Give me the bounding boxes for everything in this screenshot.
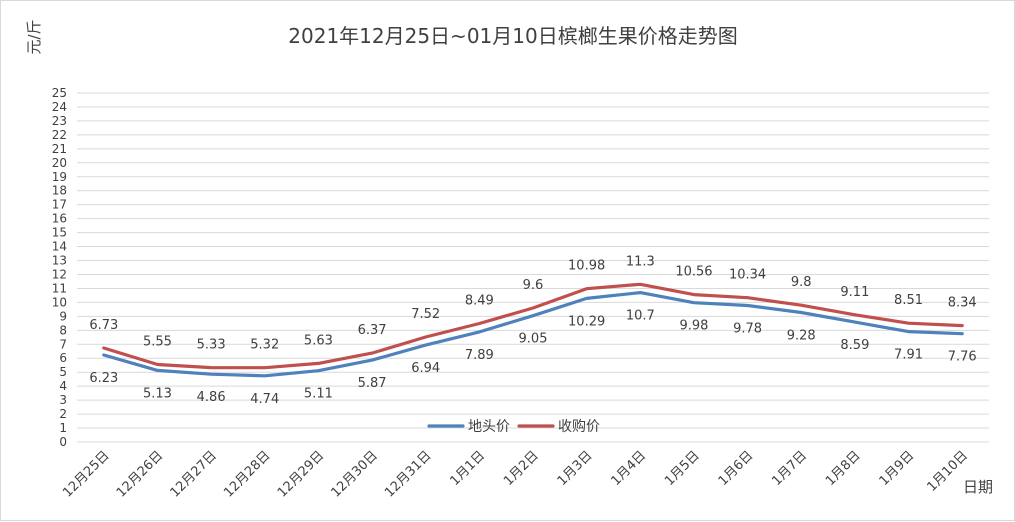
data-label-s1-1: 5.55 [143, 335, 172, 350]
x-tick-label-7: 1月1日 [447, 448, 488, 489]
data-label-s0-7: 7.89 [465, 348, 494, 363]
series-lines [102, 282, 964, 378]
x-tick-label-0: 12月25日 [60, 448, 112, 500]
data-label-s0-13: 9.28 [787, 328, 816, 343]
data-label-s1-7: 8.49 [465, 293, 494, 308]
x-tick-label-15: 1月9日 [877, 448, 918, 489]
y-tick-label-24: 24 [52, 100, 67, 114]
y-axis-unit-label: 元/斤 [25, 19, 43, 54]
x-tick-label-5: 12月30日 [328, 448, 380, 500]
legend-label-0: 地头价 [468, 419, 510, 435]
y-tick-label-6: 6 [59, 351, 67, 365]
y-tick-label-11: 11 [52, 281, 67, 295]
series-line-0 [102, 291, 964, 378]
x-tick-label-14: 1月8日 [823, 448, 864, 489]
data-label-s1-0: 6.73 [89, 318, 118, 333]
y-tick-label-13: 13 [52, 254, 67, 268]
data-label-s1-3: 5.32 [250, 338, 279, 353]
y-tick-label-5: 5 [59, 365, 67, 379]
x-tick-label-4: 12月29日 [275, 448, 327, 500]
data-label-s0-2: 4.86 [197, 390, 226, 405]
x-tick-label-1: 12月26日 [114, 448, 166, 500]
data-label-s1-12: 10.34 [729, 268, 766, 283]
x-tick-label-10: 1月4日 [608, 448, 649, 489]
x-tick-label-9: 1月3日 [555, 448, 596, 489]
data-label-s1-6: 7.52 [411, 307, 440, 322]
data-label-s1-8: 9.6 [523, 278, 544, 293]
data-label-s1-5: 6.37 [358, 323, 387, 338]
data-label-s0-3: 4.74 [250, 392, 279, 407]
data-label-s0-11: 9.98 [679, 319, 708, 334]
x-tick-label-13: 1月7日 [769, 448, 810, 489]
y-tick-label-10: 10 [52, 295, 67, 309]
y-tick-label-19: 19 [52, 170, 67, 184]
y-tick-label-20: 20 [52, 156, 67, 170]
x-axis-unit-label: 日期 [963, 478, 993, 496]
y-tick-label-25: 25 [52, 86, 67, 100]
series-line-1 [102, 282, 964, 370]
data-label-s0-6: 6.94 [411, 361, 440, 376]
y-tick-label-18: 18 [52, 184, 67, 198]
x-tick-label-8: 1月2日 [501, 448, 542, 489]
y-tick-label-4: 4 [59, 379, 67, 393]
y-tick-label-8: 8 [59, 323, 67, 337]
x-axis-ticks: 12月25日 12月26日 12月27日 12月28日 12月29日 12月30日 12月3… [60, 448, 971, 500]
y-tick-label-16: 16 [52, 212, 67, 226]
y-tick-label-15: 15 [52, 226, 67, 240]
y-tick-label-14: 14 [52, 240, 67, 254]
data-label-s1-13: 9.8 [791, 275, 812, 290]
data-label-s0-1: 5.13 [143, 386, 172, 401]
data-label-s0-14: 8.59 [840, 338, 869, 353]
y-tick-label-1: 1 [59, 421, 67, 435]
y-tick-label-0: 0 [59, 435, 67, 449]
y-tick-label-23: 23 [52, 114, 67, 128]
y-tick-label-17: 17 [52, 198, 67, 212]
y-tick-label-3: 3 [59, 393, 67, 407]
data-label-s0-5: 5.87 [358, 376, 387, 391]
x-tick-label-12: 1月6日 [716, 448, 757, 489]
y-axis-ticks: 0123456789101112131415161718192021222324… [52, 86, 67, 449]
gridlines [77, 92, 989, 443]
data-label-s1-9: 10.98 [568, 259, 605, 274]
data-label-s0-15: 7.91 [894, 348, 923, 363]
x-tick-label-6: 12月31日 [382, 448, 434, 500]
y-tick-label-22: 22 [52, 128, 67, 142]
data-label-s1-11: 10.56 [675, 265, 712, 280]
data-label-s0-16: 7.76 [948, 350, 977, 365]
y-tick-label-12: 12 [52, 267, 67, 281]
data-labels: 6.23 5.13 4.86 4.74 5.11 5.87 6.94 7.89 9.05 10.2… [89, 254, 976, 407]
y-tick-label-21: 21 [52, 142, 67, 156]
data-label-s0-4: 5.11 [304, 387, 333, 402]
data-label-s1-2: 5.33 [197, 338, 226, 353]
data-label-s1-4: 5.63 [304, 333, 333, 348]
y-tick-label-9: 9 [59, 309, 67, 323]
x-tick-label-2: 12月27日 [168, 448, 220, 500]
data-label-s1-15: 8.51 [894, 293, 923, 308]
data-label-s1-14: 9.11 [840, 285, 869, 300]
data-label-s0-8: 9.05 [519, 332, 548, 347]
x-tick-label-11: 1月5日 [662, 448, 703, 489]
x-tick-label-3: 12月28日 [221, 448, 273, 500]
data-label-s0-9: 10.29 [568, 314, 605, 329]
chart-title: 2021年12月25日~01月10日槟榔生果价格走势图 [288, 24, 737, 48]
y-tick-label-2: 2 [59, 407, 67, 421]
data-label-s0-12: 9.78 [733, 321, 762, 336]
data-label-s1-10: 11.3 [626, 254, 655, 269]
data-label-s1-16: 8.34 [948, 296, 977, 311]
legend: 地头价 收购价 [427, 419, 600, 435]
legend-label-1: 收购价 [558, 419, 600, 435]
data-label-s0-0: 6.23 [89, 371, 118, 386]
y-tick-label-7: 7 [59, 337, 67, 351]
data-label-s0-10: 10.7 [626, 309, 655, 324]
